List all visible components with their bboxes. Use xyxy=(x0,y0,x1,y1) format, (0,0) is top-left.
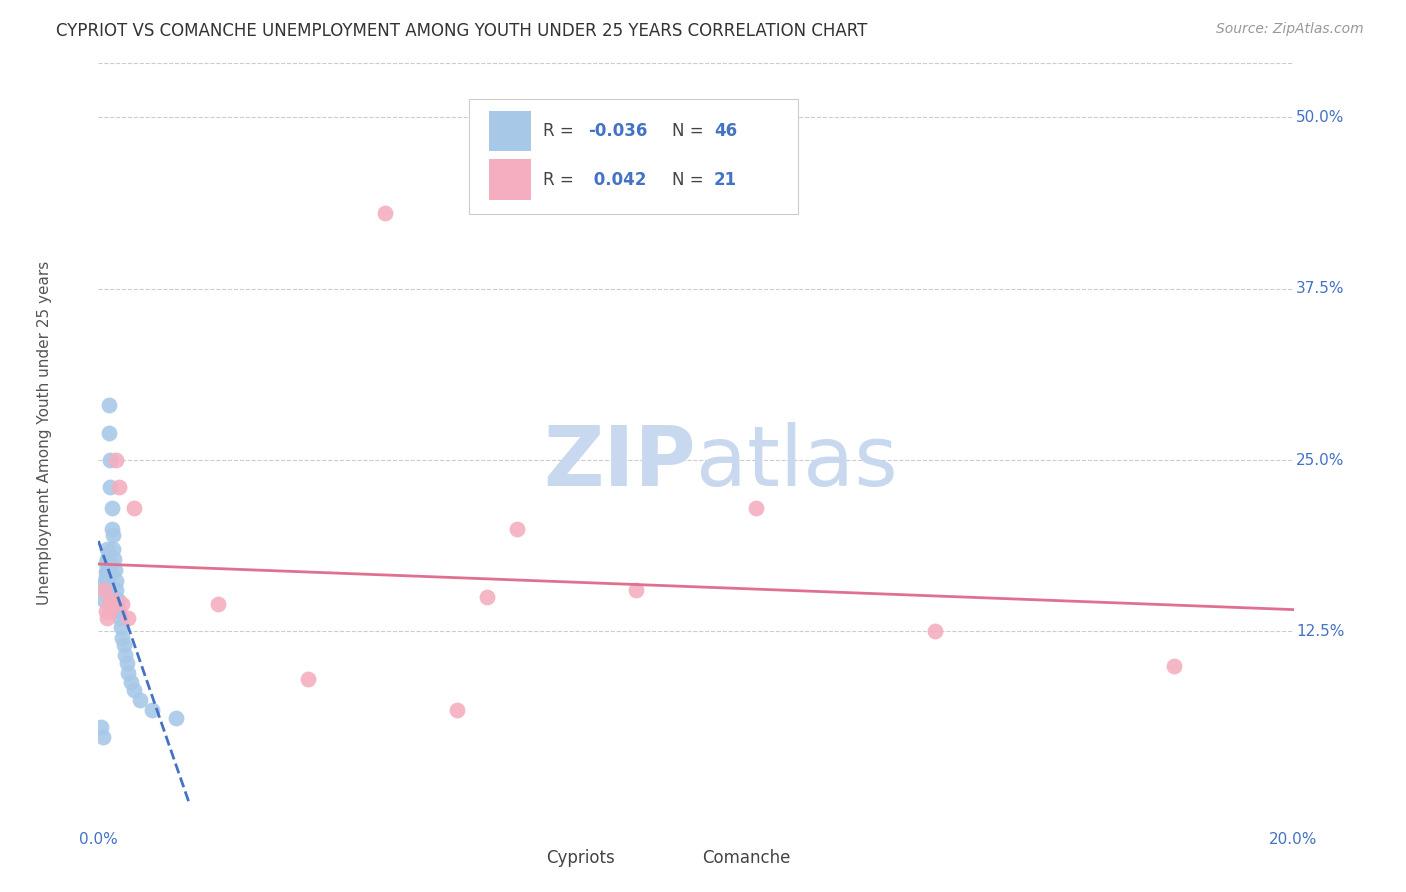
Point xyxy=(103,528,125,542)
Point xyxy=(100,501,122,516)
Point xyxy=(111,597,134,611)
Point xyxy=(98,566,121,580)
Point xyxy=(117,610,139,624)
Point xyxy=(98,425,121,440)
Text: 20.0%: 20.0% xyxy=(1270,832,1317,847)
Text: R =: R = xyxy=(543,122,579,140)
Point xyxy=(98,597,121,611)
Point xyxy=(98,398,121,412)
Point xyxy=(374,206,396,220)
Point xyxy=(115,656,138,670)
Bar xyxy=(505,848,538,870)
Text: Unemployment Among Youth under 25 years: Unemployment Among Youth under 25 years xyxy=(37,260,52,605)
Point xyxy=(103,593,125,607)
Point xyxy=(96,556,118,570)
Point xyxy=(90,720,112,734)
Text: 37.5%: 37.5% xyxy=(1296,281,1344,296)
Point xyxy=(94,566,117,580)
Point xyxy=(141,702,163,716)
Point xyxy=(105,453,128,467)
Text: -0.036: -0.036 xyxy=(589,122,648,140)
Text: Comanche: Comanche xyxy=(702,849,790,867)
Bar xyxy=(489,111,531,152)
Point xyxy=(506,522,529,536)
Point xyxy=(96,551,118,566)
Point xyxy=(124,683,146,698)
Point xyxy=(626,583,648,598)
Point xyxy=(107,593,129,607)
Point xyxy=(108,610,131,624)
Point xyxy=(207,597,229,611)
Text: N =: N = xyxy=(672,122,709,140)
Point xyxy=(96,574,118,588)
Point xyxy=(94,583,117,598)
Text: Cypriots: Cypriots xyxy=(547,849,616,867)
FancyBboxPatch shape xyxy=(470,99,797,214)
Point xyxy=(105,574,128,588)
Point xyxy=(96,610,118,624)
Point xyxy=(110,620,132,634)
Point xyxy=(98,556,122,570)
Point xyxy=(103,551,125,566)
Point xyxy=(114,648,136,662)
Point xyxy=(105,583,128,598)
Text: 50.0%: 50.0% xyxy=(1296,110,1344,125)
Point xyxy=(91,730,114,744)
Text: 12.5%: 12.5% xyxy=(1296,624,1344,639)
Point xyxy=(96,604,118,618)
Point xyxy=(107,604,129,618)
Point xyxy=(96,542,118,557)
Text: R =: R = xyxy=(543,171,579,189)
Bar xyxy=(661,848,693,870)
Text: 21: 21 xyxy=(714,171,737,189)
Text: ZIP: ZIP xyxy=(544,422,696,503)
Point xyxy=(745,501,768,516)
Point xyxy=(117,665,139,680)
Point xyxy=(129,693,152,707)
Point xyxy=(98,480,122,494)
Text: CYPRIOT VS COMANCHE UNEMPLOYMENT AMONG YOUTH UNDER 25 YEARS CORRELATION CHART: CYPRIOT VS COMANCHE UNEMPLOYMENT AMONG Y… xyxy=(56,22,868,40)
Point xyxy=(446,702,468,716)
Point xyxy=(96,583,118,598)
Text: 46: 46 xyxy=(714,122,737,140)
Point xyxy=(101,522,124,536)
Point xyxy=(96,563,118,577)
Point xyxy=(104,563,127,577)
Point xyxy=(93,583,115,598)
Point xyxy=(1163,658,1185,673)
Point xyxy=(475,590,498,604)
Point xyxy=(98,604,122,618)
Point xyxy=(97,546,120,560)
Point xyxy=(112,638,135,652)
Point xyxy=(124,501,146,516)
Point xyxy=(96,569,118,583)
Point xyxy=(98,453,122,467)
Text: 0.0%: 0.0% xyxy=(79,832,118,847)
Point xyxy=(97,556,120,570)
Text: 0.042: 0.042 xyxy=(589,171,647,189)
Point xyxy=(108,480,131,494)
Point xyxy=(924,624,946,639)
Point xyxy=(165,711,187,725)
Point xyxy=(93,576,115,591)
Text: N =: N = xyxy=(672,171,709,189)
Point xyxy=(93,593,115,607)
Text: atlas: atlas xyxy=(696,422,897,503)
Point xyxy=(111,632,134,646)
Bar xyxy=(489,159,531,200)
Point xyxy=(100,566,122,580)
Point xyxy=(97,569,120,583)
Point xyxy=(103,542,125,557)
Text: 25.0%: 25.0% xyxy=(1296,452,1344,467)
Point xyxy=(120,675,142,690)
Point xyxy=(297,673,319,687)
Text: Source: ZipAtlas.com: Source: ZipAtlas.com xyxy=(1216,22,1364,37)
Point xyxy=(98,556,121,570)
